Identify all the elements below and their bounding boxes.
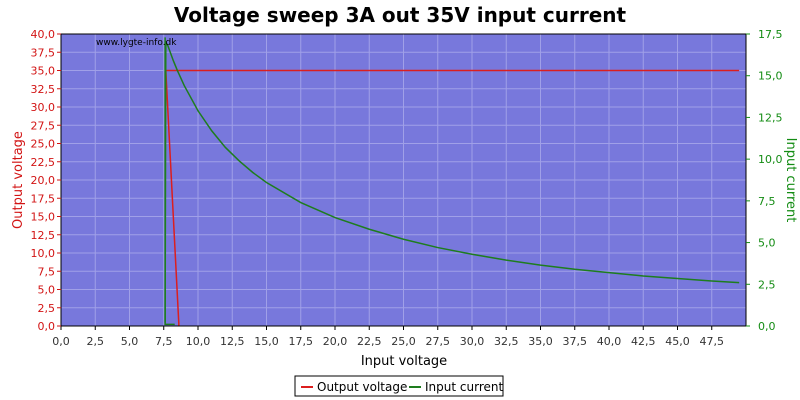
x-tick-label: 15,0 [254, 335, 279, 348]
y-tick-label: 17,5 [31, 192, 56, 205]
x-tick-label: 45,0 [665, 335, 690, 348]
x-tick-label: 0,0 [52, 335, 70, 348]
legend-box [294, 375, 504, 397]
y2-axis-ticks: 0,0 2,5 5,0 7,5 10,0 12,5 15,0 17,5 [746, 28, 783, 333]
chart-title: Voltage sweep 3A out 35V input current [174, 3, 627, 27]
y-tick-label: 22,5 [31, 156, 56, 169]
x-tick-label: 7,5 [155, 335, 173, 348]
y2-tick-label: 5,0 [758, 237, 776, 250]
x-tick-label: 12,5 [220, 335, 245, 348]
y-axis-title: Output voltage [11, 131, 26, 229]
grid [60, 33, 746, 327]
y-tick-label: 25,0 [31, 138, 56, 151]
y-tick-label: 12,5 [31, 229, 56, 242]
y-tick-label: 37,5 [31, 46, 56, 59]
x-tick-label: 30,0 [460, 335, 485, 348]
y-axis-ticks: 0,0 2,5 5,0 7,5 10,0 12,5 15,0 17,5 20,0 22,5 25,0… [31, 28, 61, 333]
x-tick-label: 20,0 [323, 335, 348, 348]
x-tick-label: 5,0 [121, 335, 139, 348]
y-tick-label: 7,5 [38, 265, 56, 278]
x-tick-label: 47,5 [700, 335, 725, 348]
x-axis-ticks: 0,0 2,5 5,0 7,5 10,0 12,5 15,0 17,5 20,0 22,5 25,0… [52, 326, 724, 348]
y2-tick-label: 2,5 [758, 278, 776, 291]
x-tick-label: 37,5 [563, 335, 588, 348]
y2-tick-label: 15,0 [758, 70, 783, 83]
watermark-text: www.lygte-info.dk [96, 38, 177, 48]
x-tick-label: 35,0 [528, 335, 553, 348]
legend: Output voltage Input current [294, 375, 504, 397]
y-tick-label: 40,0 [31, 28, 56, 41]
x-tick-label: 42,5 [631, 335, 656, 348]
y-tick-label: 20,0 [31, 174, 56, 187]
x-tick-label: 40,0 [597, 335, 622, 348]
x-tick-label: 22,5 [357, 335, 382, 348]
y2-tick-label: 10,0 [758, 153, 783, 166]
y-tick-label: 15,0 [31, 211, 56, 224]
y-tick-label: 10,0 [31, 247, 56, 260]
x-tick-label: 25,0 [391, 335, 416, 348]
x-tick-label: 10,0 [186, 335, 211, 348]
x-tick-label: 17,5 [289, 335, 314, 348]
y2-tick-label: 0,0 [758, 320, 776, 333]
y2-axis-title: Input current [783, 138, 798, 223]
x-tick-label: 32,5 [494, 335, 519, 348]
legend-label-output-voltage: Output voltage [317, 380, 407, 394]
series-layer [164, 37, 740, 326]
x-axis-title: Input voltage [361, 354, 447, 369]
y2-tick-label: 12,5 [758, 111, 783, 124]
y2-tick-label: 7,5 [758, 195, 776, 208]
legend-label-input-current: Input current [425, 380, 503, 394]
y-tick-label: 30,0 [31, 101, 56, 114]
y-tick-label: 32,5 [31, 83, 56, 96]
y-tick-label: 0,0 [38, 320, 56, 333]
y-tick-label: 5,0 [38, 284, 56, 297]
y-tick-label: 27,5 [31, 119, 56, 132]
y2-tick-label: 17,5 [758, 28, 783, 41]
series-output-voltage-drop [165, 70, 180, 326]
series-input-current-line [164, 39, 740, 323]
x-tick-label: 27,5 [426, 335, 451, 348]
y-tick-label: 2,5 [38, 302, 56, 315]
y-tick-label: 35,0 [31, 65, 56, 78]
x-tick-label: 2,5 [87, 335, 105, 348]
